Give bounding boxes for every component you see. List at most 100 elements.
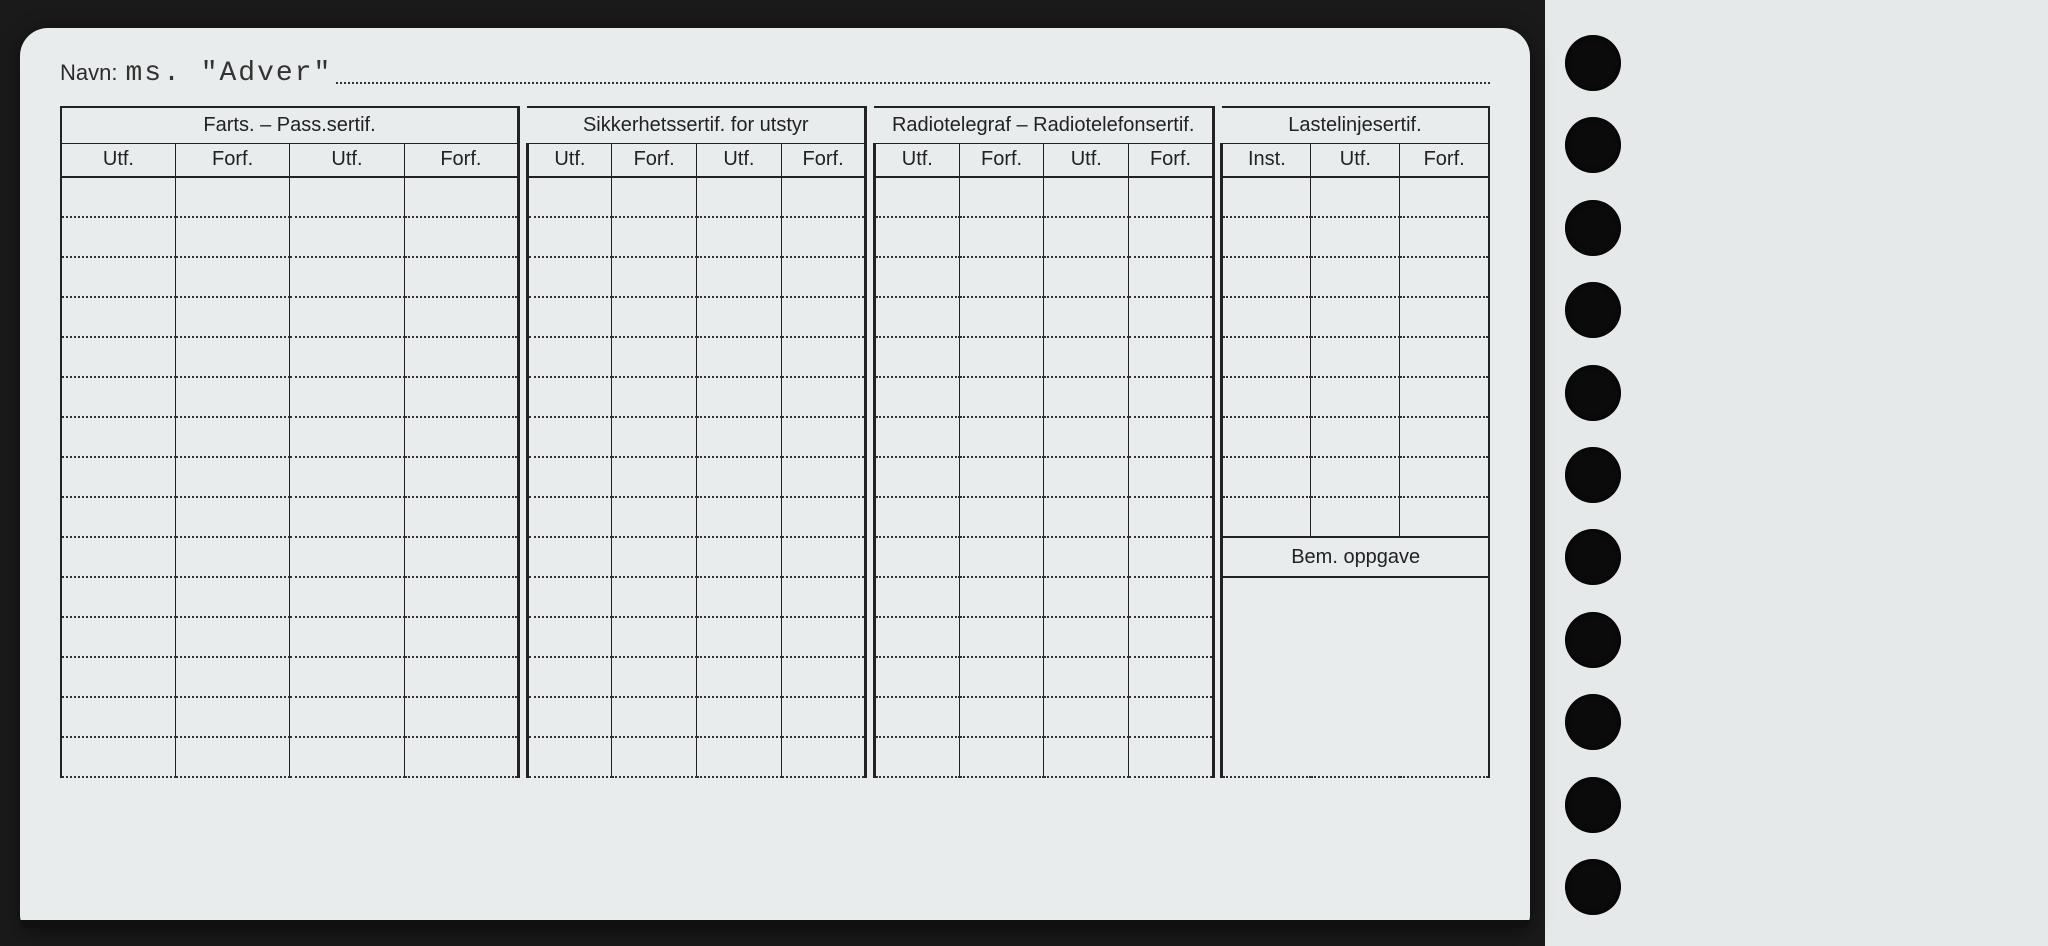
cell[interactable] (61, 337, 175, 377)
cell[interactable] (874, 537, 959, 577)
cell[interactable] (61, 417, 175, 457)
cell[interactable] (874, 337, 959, 377)
cell[interactable] (874, 377, 959, 417)
cell[interactable] (697, 337, 782, 377)
cell[interactable] (1044, 737, 1129, 777)
cell[interactable] (612, 177, 697, 217)
cell[interactable] (1129, 377, 1214, 417)
cell[interactable] (61, 737, 175, 777)
cell[interactable] (697, 697, 782, 737)
cell[interactable] (1044, 177, 1129, 217)
cell[interactable] (1044, 657, 1129, 697)
cell[interactable] (404, 577, 518, 617)
cell[interactable] (1222, 217, 1311, 257)
cell[interactable] (959, 697, 1044, 737)
cell[interactable] (612, 257, 697, 297)
cell[interactable] (175, 257, 289, 297)
cell[interactable] (175, 297, 289, 337)
cell[interactable] (612, 657, 697, 697)
cell[interactable] (61, 217, 175, 257)
cell[interactable] (1311, 377, 1400, 417)
cell[interactable] (290, 457, 404, 497)
cell[interactable] (959, 417, 1044, 457)
cell[interactable] (404, 497, 518, 537)
cell[interactable] (781, 617, 866, 657)
cell[interactable] (1311, 177, 1400, 217)
cell[interactable] (697, 377, 782, 417)
cell[interactable] (527, 617, 612, 657)
cell[interactable] (1400, 257, 1489, 297)
cell[interactable] (290, 377, 404, 417)
cell[interactable] (612, 337, 697, 377)
cell[interactable] (61, 177, 175, 217)
cell[interactable] (175, 577, 289, 617)
cell[interactable] (612, 217, 697, 257)
cell[interactable] (1129, 337, 1214, 377)
cell[interactable] (61, 577, 175, 617)
cell[interactable] (697, 657, 782, 697)
cell[interactable] (404, 417, 518, 457)
cell[interactable] (290, 177, 404, 217)
cell[interactable] (1129, 617, 1214, 657)
cell[interactable] (61, 697, 175, 737)
cell[interactable] (404, 457, 518, 497)
cell[interactable] (1222, 417, 1311, 457)
cell[interactable] (1129, 257, 1214, 297)
cell[interactable] (61, 257, 175, 297)
cell[interactable] (175, 657, 289, 697)
cell[interactable] (175, 377, 289, 417)
cell[interactable] (404, 297, 518, 337)
cell[interactable] (404, 177, 518, 217)
cell[interactable] (781, 377, 866, 417)
cell[interactable] (404, 537, 518, 577)
bem-oppgave-cell[interactable] (1222, 577, 1489, 777)
cell[interactable] (697, 457, 782, 497)
cell[interactable] (175, 417, 289, 457)
cell[interactable] (175, 337, 289, 377)
cell[interactable] (1222, 337, 1311, 377)
cell[interactable] (527, 657, 612, 697)
cell[interactable] (959, 657, 1044, 697)
cell[interactable] (527, 377, 612, 417)
cell[interactable] (1311, 217, 1400, 257)
cell[interactable] (1044, 257, 1129, 297)
cell[interactable] (1400, 177, 1489, 217)
cell[interactable] (1311, 417, 1400, 457)
cell[interactable] (959, 217, 1044, 257)
cell[interactable] (781, 457, 866, 497)
cell[interactable] (874, 177, 959, 217)
cell[interactable] (1129, 217, 1214, 257)
cell[interactable] (781, 697, 866, 737)
cell[interactable] (290, 737, 404, 777)
cell[interactable] (527, 457, 612, 497)
cell[interactable] (959, 577, 1044, 617)
cell[interactable] (874, 737, 959, 777)
cell[interactable] (61, 617, 175, 657)
cell[interactable] (290, 497, 404, 537)
cell[interactable] (1129, 737, 1214, 777)
cell[interactable] (175, 617, 289, 657)
cell[interactable] (697, 257, 782, 297)
cell[interactable] (697, 297, 782, 337)
cell[interactable] (1044, 337, 1129, 377)
cell[interactable] (1400, 337, 1489, 377)
cell[interactable] (175, 457, 289, 497)
cell[interactable] (1222, 177, 1311, 217)
cell[interactable] (959, 377, 1044, 417)
cell[interactable] (1044, 297, 1129, 337)
cell[interactable] (1044, 577, 1129, 617)
cell[interactable] (874, 577, 959, 617)
cell[interactable] (1129, 177, 1214, 217)
cell[interactable] (61, 377, 175, 417)
cell[interactable] (1129, 697, 1214, 737)
cell[interactable] (1044, 457, 1129, 497)
cell[interactable] (1400, 217, 1489, 257)
cell[interactable] (527, 497, 612, 537)
cell[interactable] (290, 697, 404, 737)
cell[interactable] (1400, 497, 1489, 537)
cell[interactable] (1044, 377, 1129, 417)
cell[interactable] (290, 617, 404, 657)
cell[interactable] (612, 537, 697, 577)
cell[interactable] (874, 497, 959, 537)
cell[interactable] (781, 657, 866, 697)
